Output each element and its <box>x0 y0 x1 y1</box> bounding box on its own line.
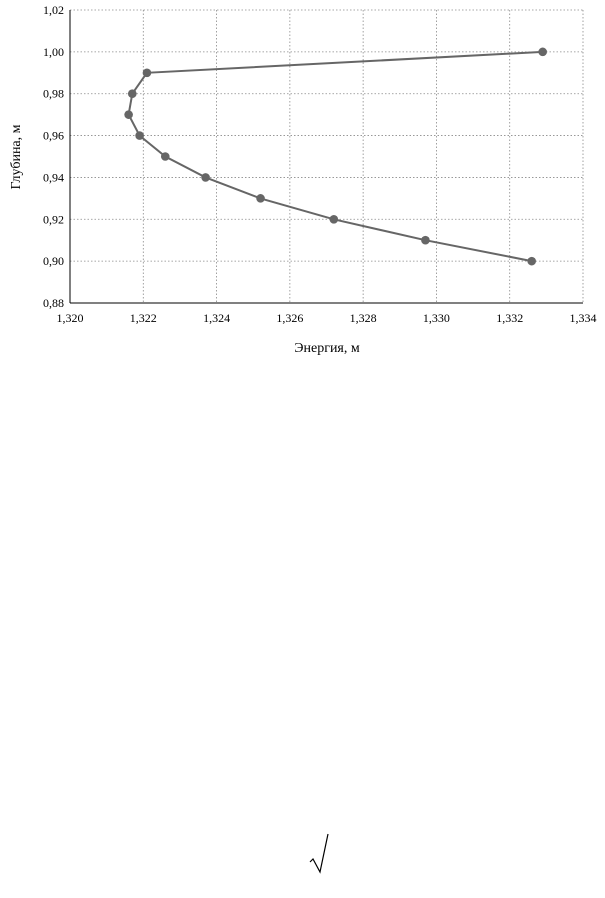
y-tick-label: 0,94 <box>43 170 64 184</box>
x-tick-label: 1,328 <box>350 311 377 325</box>
y-tick-label: 0,92 <box>43 212 64 226</box>
data-point <box>124 110 133 119</box>
data-point <box>142 68 152 78</box>
x-tick-label: 1,322 <box>130 311 157 325</box>
data-point <box>329 214 339 224</box>
y-tick-label: 0,96 <box>43 129 64 143</box>
data-point <box>135 131 144 140</box>
data-point <box>538 47 547 57</box>
y-tick-label: 0,90 <box>43 254 64 268</box>
y-tick-label: 0,98 <box>43 87 64 101</box>
data-point <box>527 256 536 266</box>
x-tick-label: 1,326 <box>276 311 303 325</box>
chart-grid <box>70 9 584 303</box>
data-point <box>201 173 210 182</box>
x-tick-label: 1,332 <box>496 311 523 325</box>
x-axis-ticks: 1,320 1,322 1,324 1,326 1,328 1,330 1,332 1,334 <box>57 311 597 325</box>
y-tick-label: 0,88 <box>43 296 64 310</box>
x-tick-label: 1,334 <box>570 311 597 325</box>
radical-sign-icon <box>309 833 329 874</box>
data-point <box>421 235 430 245</box>
y-tick-label: 1,02 <box>43 3 64 17</box>
y-axis-ticks: 0,88 0,90 0,92 0,94 0,96 0,98 1,00 1,02 <box>43 3 64 310</box>
x-tick-label: 1,320 <box>57 311 84 325</box>
y-axis-title: Глубина, м <box>9 124 24 189</box>
x-tick-label: 1,330 <box>423 311 450 325</box>
chart-axes <box>69 10 583 304</box>
data-point <box>256 194 265 203</box>
y-tick-label: 1,00 <box>43 45 64 59</box>
chart-series <box>124 47 547 266</box>
series-line <box>127 50 543 263</box>
x-axis-title: Энергия, м <box>294 341 360 356</box>
data-point <box>127 89 137 99</box>
x-tick-label: 1,324 <box>203 311 230 325</box>
data-point <box>160 152 170 161</box>
